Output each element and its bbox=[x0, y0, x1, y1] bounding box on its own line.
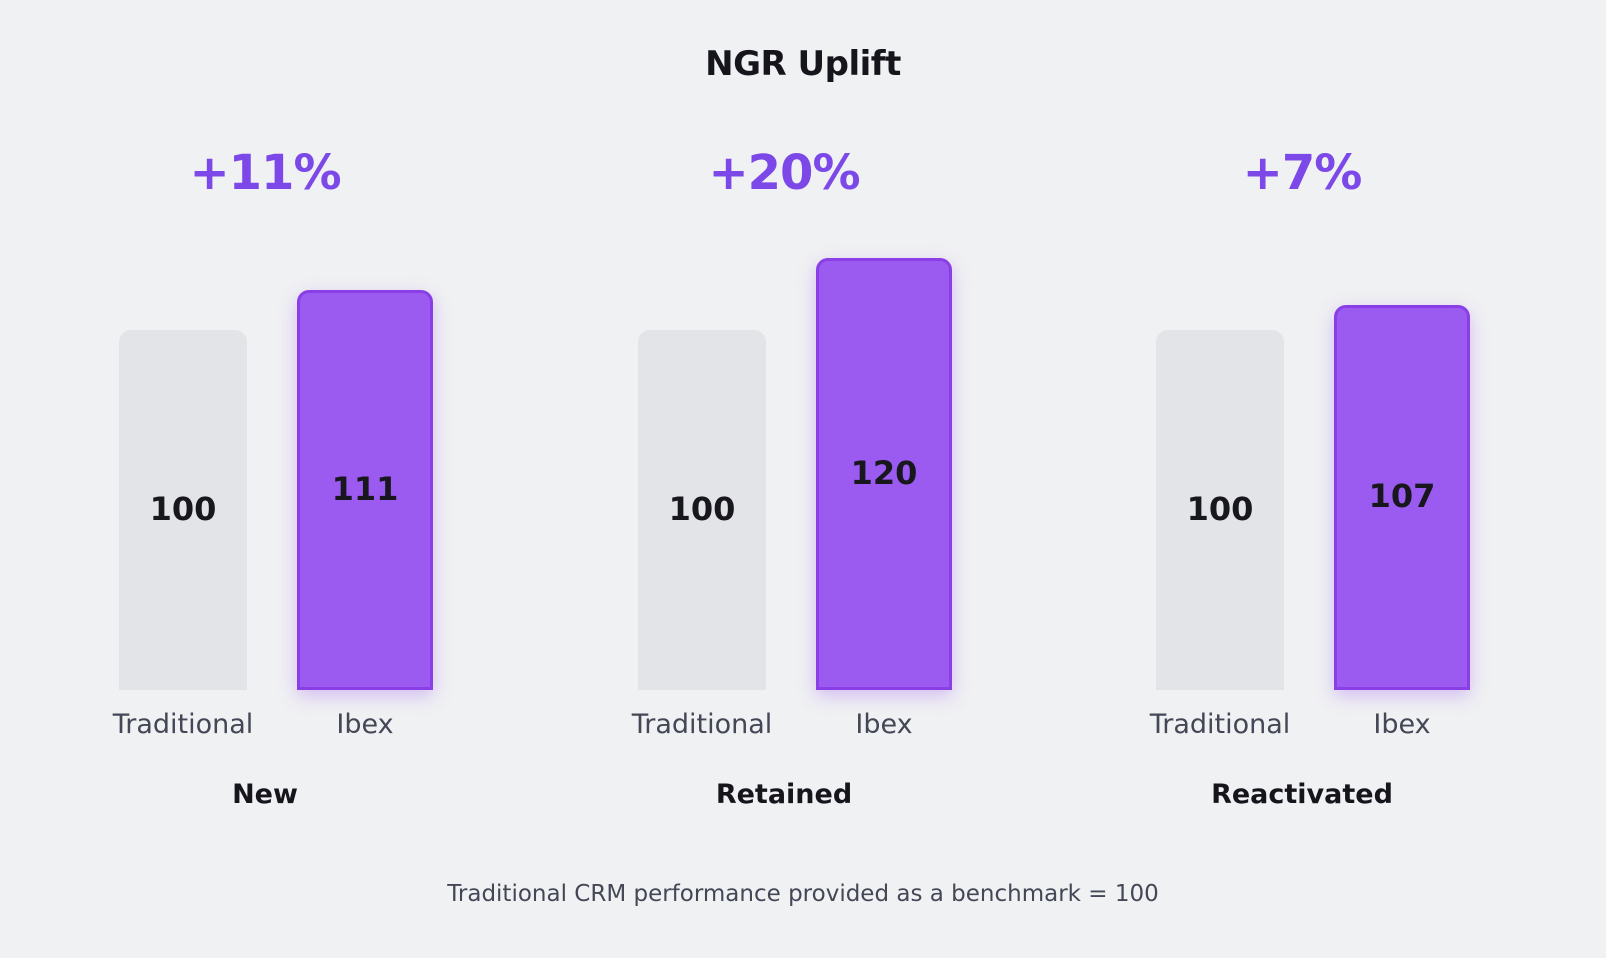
bar-value-label: 100 bbox=[149, 490, 217, 528]
chart-footnote: Traditional CRM performance provided as … bbox=[447, 881, 1159, 907]
bar-traditional: 100 bbox=[638, 330, 766, 690]
chart-title: NGR Uplift bbox=[705, 44, 901, 84]
bar-value-label: 111 bbox=[331, 470, 399, 509]
bar-group: +11% 100 111 Traditional Ibex New bbox=[85, 0, 445, 830]
uplift-label: +7% bbox=[1242, 145, 1363, 201]
bar-label-traditional: Traditional bbox=[1149, 709, 1291, 740]
category-label: New bbox=[232, 779, 298, 810]
bar-traditional: 100 bbox=[119, 330, 247, 690]
bar-traditional: 100 bbox=[1156, 330, 1284, 690]
uplift-label: +20% bbox=[708, 145, 860, 201]
bar-label-ibex: Ibex bbox=[1373, 709, 1431, 740]
bar-group: +20% 100 120 Traditional Ibex Retained bbox=[604, 0, 964, 830]
bar-value-label: 100 bbox=[668, 490, 736, 528]
bar-value-label: 107 bbox=[1368, 477, 1436, 516]
uplift-label: +11% bbox=[189, 145, 341, 201]
bar-label-ibex: Ibex bbox=[336, 709, 394, 740]
bar-ibex: 120 bbox=[816, 258, 952, 690]
bar-label-traditional: Traditional bbox=[112, 709, 254, 740]
category-label: Reactivated bbox=[1211, 779, 1393, 810]
bar-label-ibex: Ibex bbox=[855, 709, 913, 740]
category-label: Retained bbox=[715, 779, 853, 810]
bar-value-label: 100 bbox=[1186, 490, 1254, 528]
bar-ibex: 111 bbox=[297, 290, 433, 690]
bar-value-label: 120 bbox=[850, 454, 918, 492]
bar-ibex: 107 bbox=[1334, 304, 1470, 690]
bar-group: +7% 100 107 Traditional Ibex Reactivated bbox=[1122, 0, 1482, 830]
bar-label-traditional: Traditional bbox=[631, 709, 773, 740]
